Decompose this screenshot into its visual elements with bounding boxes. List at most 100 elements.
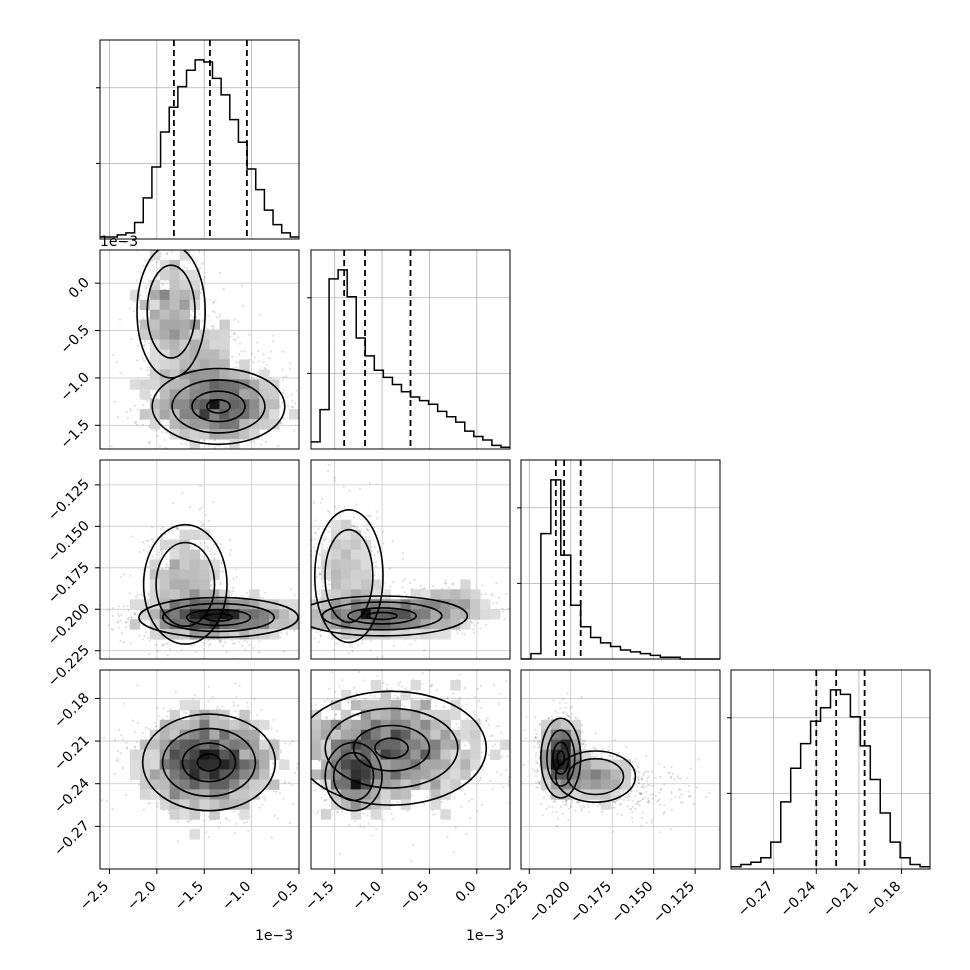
scatter-point xyxy=(165,563,169,567)
density-cell xyxy=(169,369,180,380)
density-cell xyxy=(159,299,171,311)
scatter-point xyxy=(200,521,203,524)
scatter-point xyxy=(200,288,203,291)
scatter-point xyxy=(137,345,140,348)
scatter-point xyxy=(144,285,147,288)
scatter-point xyxy=(156,397,159,400)
density-cell xyxy=(179,250,190,261)
density-cell xyxy=(209,589,220,600)
density-cell xyxy=(159,399,171,410)
scatter-point xyxy=(161,643,164,647)
scatter-point xyxy=(203,549,206,552)
scatter-point xyxy=(225,650,228,653)
scatter-point xyxy=(129,642,132,645)
density-cell xyxy=(149,559,161,570)
density-cell xyxy=(159,569,171,580)
scatter-point xyxy=(181,231,183,233)
density-cell xyxy=(179,549,190,560)
scatter-point xyxy=(212,501,215,504)
density-cell xyxy=(179,309,190,321)
scatter-point xyxy=(180,231,182,233)
scatter-point xyxy=(141,423,144,426)
density-cell xyxy=(159,319,171,330)
density-cell xyxy=(219,329,230,340)
scatter-point xyxy=(147,653,150,656)
scatter-point xyxy=(158,445,161,448)
scatter-point xyxy=(221,645,224,648)
scatter-point xyxy=(212,543,215,546)
density-cell xyxy=(169,389,180,400)
density-cell xyxy=(159,329,171,340)
density-cell xyxy=(259,419,270,430)
scatter-point xyxy=(210,548,213,551)
scatter-point xyxy=(237,361,240,364)
scatter-point xyxy=(117,621,120,624)
hist-step xyxy=(521,479,720,660)
density-cell xyxy=(169,299,180,311)
scatter-point xyxy=(154,643,157,646)
scatter-point xyxy=(244,456,246,458)
density-cell xyxy=(179,279,190,291)
scatter-point xyxy=(160,420,163,423)
density-cell xyxy=(199,329,210,340)
density-cell xyxy=(189,369,200,380)
scatter-point xyxy=(286,404,289,407)
scatter-point xyxy=(317,380,319,382)
hist-panel-2 xyxy=(517,459,721,660)
density-cell xyxy=(149,319,161,330)
density-cell xyxy=(269,409,280,420)
scatter-point xyxy=(156,434,159,438)
scatter-point xyxy=(292,405,295,408)
contour-line xyxy=(151,367,286,446)
density-cell xyxy=(139,599,151,610)
scatter-point xyxy=(220,561,223,564)
density-cell xyxy=(209,359,220,370)
scatter-point xyxy=(147,373,150,377)
density-cell xyxy=(199,349,210,360)
density-cell xyxy=(149,250,161,261)
scatter-point xyxy=(223,641,227,644)
scatter-point xyxy=(291,399,294,402)
scatter-point xyxy=(120,632,123,635)
density-cell xyxy=(259,369,270,380)
scatter-point xyxy=(136,594,139,597)
density-cell xyxy=(219,399,230,410)
contour-line xyxy=(136,250,206,379)
density-cell xyxy=(199,529,210,540)
scatter-point xyxy=(198,544,201,547)
scatter-point xyxy=(214,299,217,302)
scatter-point xyxy=(197,246,199,248)
density-cell xyxy=(189,419,200,430)
scatter-point xyxy=(161,526,164,529)
scatter-point xyxy=(142,264,145,267)
scatter-point xyxy=(218,444,221,447)
scatter-point xyxy=(234,338,238,341)
scatter-point xyxy=(283,650,286,653)
density-cell xyxy=(159,339,171,350)
scatter-point xyxy=(290,588,293,591)
density-cell xyxy=(259,389,270,400)
scatter-point xyxy=(251,376,254,379)
scatter-point xyxy=(138,550,141,554)
density-cell xyxy=(189,429,200,440)
density-cell xyxy=(259,409,270,420)
scatter-point xyxy=(282,389,285,392)
scatter-point xyxy=(265,363,268,366)
density-cell xyxy=(179,429,190,440)
scatter-point xyxy=(133,612,136,615)
density-cell xyxy=(129,289,141,301)
scatter-point xyxy=(172,502,175,505)
density-cell xyxy=(199,559,210,570)
density-cell xyxy=(179,299,190,311)
density-cell xyxy=(219,319,230,330)
density-cell xyxy=(249,429,260,440)
density-cell xyxy=(209,369,220,380)
density-cell xyxy=(149,569,161,580)
scatter-point xyxy=(232,332,236,335)
scatter-point xyxy=(135,279,138,282)
scatter-point xyxy=(141,594,144,597)
scatter-point xyxy=(145,631,148,634)
hist-panel-0 xyxy=(96,39,300,240)
scatter-point xyxy=(282,417,285,420)
scatter-point xyxy=(149,262,152,265)
